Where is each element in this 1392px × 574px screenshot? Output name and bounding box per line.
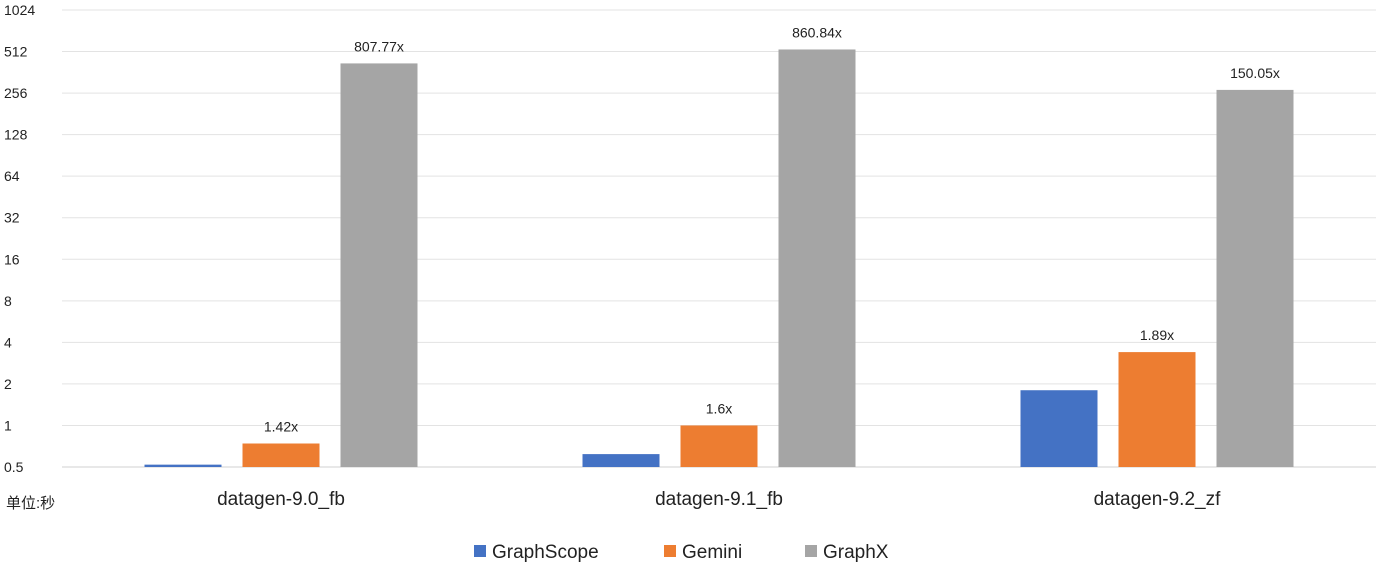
y-tick-label: 1024 (4, 2, 35, 18)
data-label: 1.42x (264, 419, 298, 435)
x-category-label: datagen-9.0_fb (217, 489, 345, 510)
legend-swatch-graphx (805, 545, 817, 557)
y-tick-label: 4 (4, 334, 12, 350)
bar-gemini-2 (680, 425, 758, 467)
bar-graphx-1 (340, 63, 418, 467)
x-category-label: datagen-9.2_zf (1094, 489, 1221, 510)
data-labels: 1.42x 807.77x 1.6x 860.84x 1.89x 150.05x (264, 24, 1280, 434)
legend-swatch-graphscope (474, 545, 486, 557)
y-tick-label: 256 (4, 85, 28, 101)
y-tick-label: 0.5 (4, 459, 24, 475)
bars (144, 49, 1294, 467)
legend-label: GraphScope (492, 542, 599, 563)
data-label: 1.89x (1140, 327, 1174, 343)
unit-label: 单位:秒 (6, 495, 55, 512)
legend: GraphScope Gemini GraphX (474, 542, 889, 563)
y-tick-label: 2 (4, 376, 12, 392)
legend-swatch-gemini (664, 545, 676, 557)
gridlines (62, 9, 1376, 468)
y-tick-label: 512 (4, 44, 28, 60)
data-label: 807.77x (354, 38, 404, 54)
bar-gemini-3 (1118, 352, 1196, 467)
y-tick-label: 32 (4, 210, 20, 226)
y-tick-label: 128 (4, 127, 28, 143)
x-axis-categories: datagen-9.0_fb datagen-9.1_fb datagen-9.2_… (217, 489, 1221, 510)
data-label: 860.84x (792, 24, 842, 40)
legend-label: GraphX (823, 542, 889, 563)
bar-gemini-1 (242, 443, 320, 467)
bar-graphx-3 (1216, 89, 1294, 467)
y-tick-label: 16 (4, 251, 20, 267)
y-tick-label: 1 (4, 417, 12, 433)
y-tick-label: 8 (4, 293, 12, 309)
data-label: 1.6x (706, 400, 732, 416)
bar-graphscope-1 (144, 464, 222, 467)
data-label: 150.05x (1230, 65, 1280, 81)
legend-label: Gemini (682, 542, 742, 563)
bar-graphscope-3 (1020, 390, 1098, 467)
bar-graphx-2 (778, 49, 856, 467)
bar-graphscope-2 (582, 454, 660, 467)
y-axis-ticks: 0.5 1 2 4 8 16 32 64 128 256 512 1024 (4, 2, 35, 475)
x-category-label: datagen-9.1_fb (655, 489, 783, 510)
y-tick-label: 64 (4, 168, 20, 184)
